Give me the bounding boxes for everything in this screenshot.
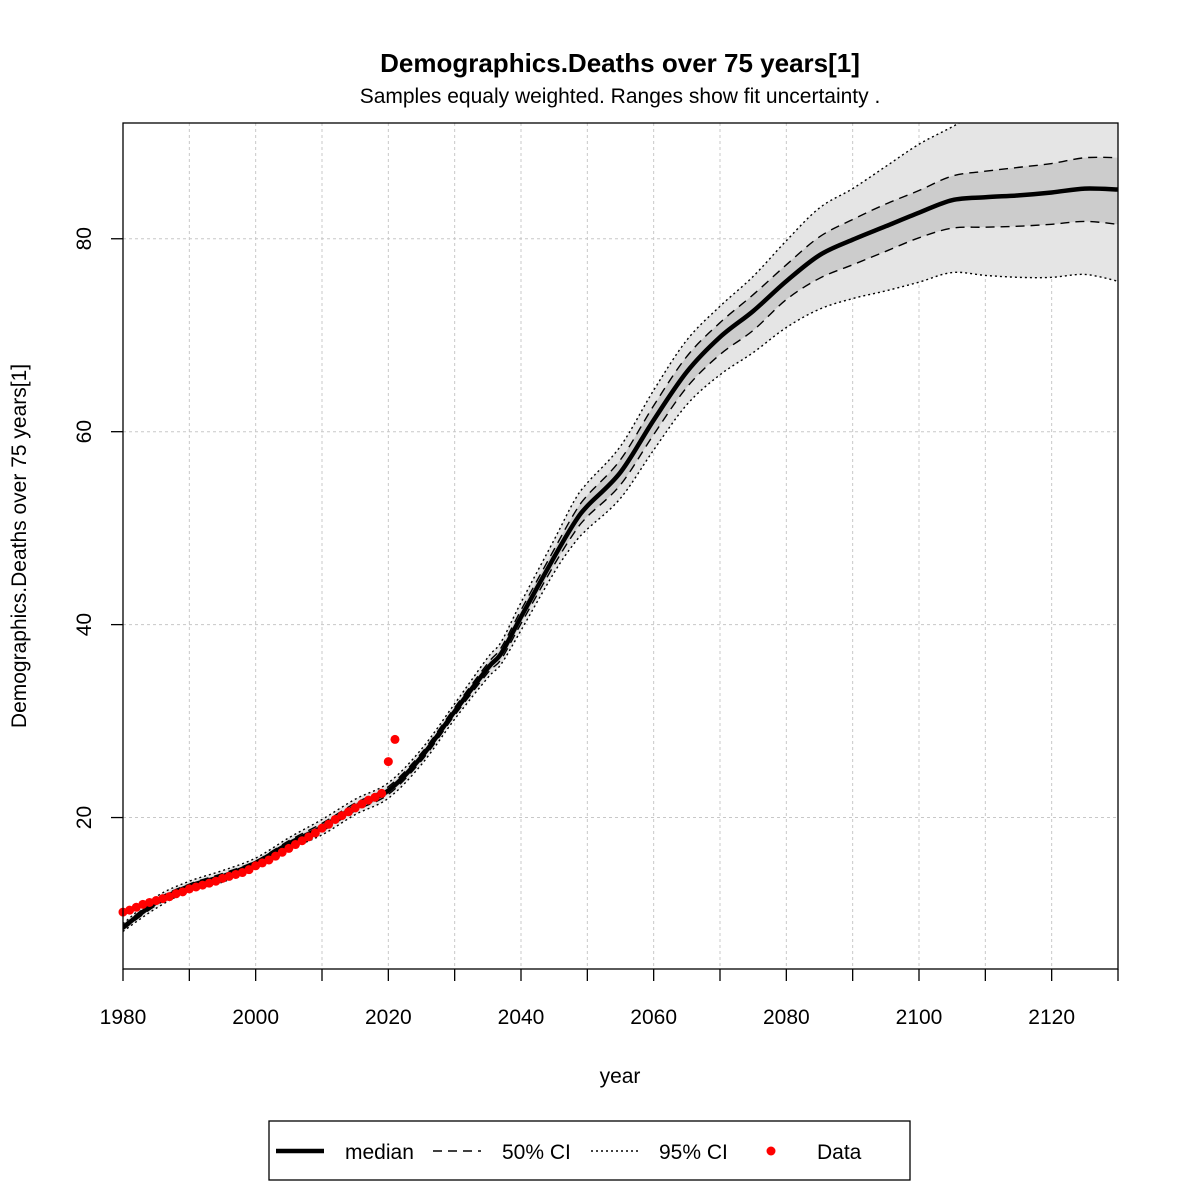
chart-subtitle: Samples equaly weighted. Ranges show fit… — [360, 85, 881, 108]
data-point — [271, 851, 281, 861]
legend-data-label: Data — [817, 1141, 862, 1164]
legend-median-label: median — [345, 1141, 414, 1164]
data-point — [290, 840, 300, 850]
x-axis: 1980 2000 2020 2040 2060 2080 2100 2120 — [100, 969, 1119, 1029]
x-tick-label: 2060 — [630, 1006, 677, 1029]
x-tick-label: 2080 — [763, 1006, 810, 1029]
data-point — [297, 836, 307, 846]
line-50ci-upper — [123, 156, 1118, 927]
line-50ci-lower — [123, 220, 1118, 931]
data-points — [118, 734, 400, 917]
median-line — [123, 186, 1118, 930]
line-95ci-lower — [123, 271, 1118, 932]
y-tick-label: 40 — [73, 613, 96, 636]
data-point — [330, 814, 340, 824]
x-tick-label: 2040 — [498, 1006, 545, 1029]
data-point — [337, 811, 347, 821]
y-axis-label: Demographics.Deaths over 75 years[1] — [8, 364, 31, 728]
data-point — [284, 843, 294, 853]
data-point — [390, 734, 400, 744]
legend-box — [268, 1120, 911, 1181]
y-axis: 20 40 60 80 — [73, 227, 123, 829]
plot-frame — [122, 122, 1119, 970]
x-tick-label: 2100 — [896, 1006, 943, 1029]
data-point — [370, 792, 380, 802]
data-point — [304, 832, 314, 842]
x-tick-label: 2000 — [232, 1006, 279, 1029]
median-line-group — [123, 186, 1118, 930]
data-point — [277, 847, 287, 857]
data-point — [310, 828, 320, 838]
legend-95ci-label: 95% CI — [659, 1141, 728, 1164]
data-point — [317, 823, 327, 833]
data-point — [350, 803, 360, 813]
legend-50ci-label: 50% CI — [502, 1141, 571, 1164]
x-axis-label: year — [600, 1065, 641, 1088]
data-point — [383, 757, 393, 767]
y-tick-label: 60 — [73, 420, 96, 443]
y-tick-label: 20 — [73, 806, 96, 829]
legend: median 50% CI 95% CI Data — [268, 1120, 911, 1181]
data-point — [244, 865, 254, 875]
data-point — [377, 788, 387, 798]
x-tick-label: 2020 — [365, 1006, 412, 1029]
chart-title: Demographics.Deaths over 75 years[1] — [380, 48, 860, 78]
data-point — [344, 807, 354, 817]
data-point — [357, 799, 367, 809]
x-tick-label: 1980 — [100, 1006, 147, 1029]
data-point — [264, 855, 274, 865]
legend-data-swatch — [766, 1146, 776, 1156]
line-95ci-upper — [123, 123, 961, 925]
confidence-bands — [123, 123, 1118, 932]
data-point — [324, 819, 334, 829]
x-tick-label: 2120 — [1028, 1006, 1075, 1029]
y-tick-label: 80 — [73, 227, 96, 250]
